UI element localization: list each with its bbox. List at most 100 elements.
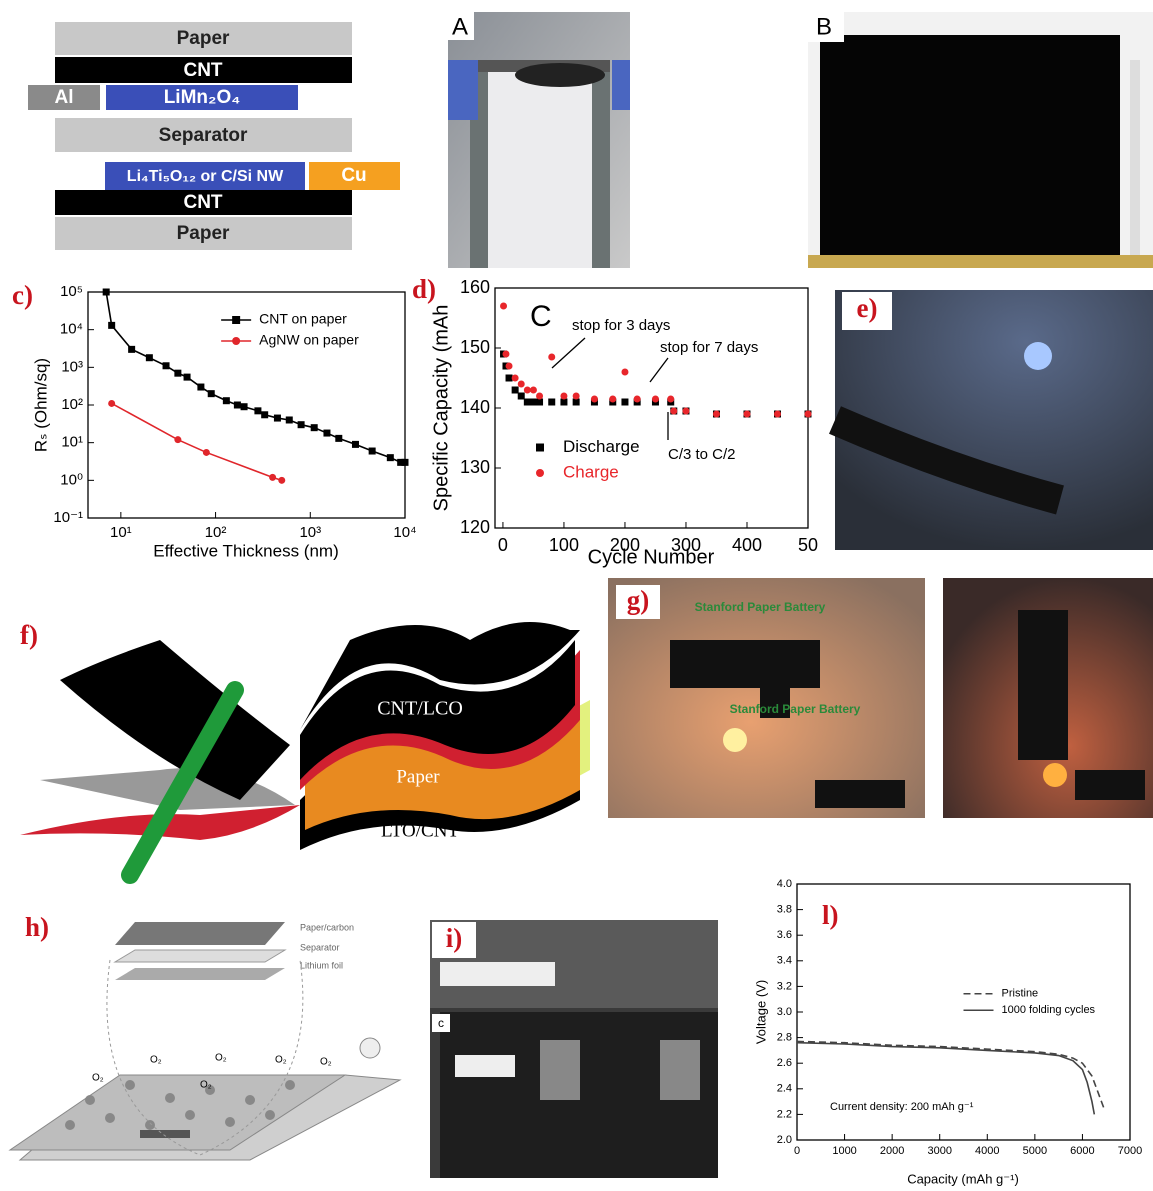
legend-label: 1000 folding cycles [1002, 1004, 1096, 1016]
layer [28, 85, 100, 110]
y-tick-label: 140 [460, 397, 490, 417]
y-tick-label: 10⁵ [60, 283, 83, 300]
marker [310, 424, 318, 432]
marker [609, 395, 617, 403]
layer [106, 85, 298, 110]
x-axis-label: Cycle Number [588, 546, 715, 568]
annotation: C/3 to C/2 [668, 446, 736, 463]
marker [743, 410, 751, 418]
marker [261, 411, 269, 419]
layer-label: LiMn₂O₄ [164, 87, 241, 108]
photo-label: c [438, 1016, 444, 1030]
y-tick-label: 10⁴ [60, 321, 83, 338]
y-tick-label: 4.0 [777, 878, 792, 890]
marker [183, 373, 191, 381]
x-tick-label: 5000 [1023, 1145, 1047, 1157]
marker [560, 392, 568, 400]
annotation-arrow [649, 357, 669, 383]
layer-label: Paper [396, 766, 440, 787]
photo-label: B [816, 13, 832, 40]
layer [55, 217, 352, 250]
layer-label: CNT [183, 60, 222, 81]
marker [682, 407, 690, 415]
marker [548, 398, 556, 406]
layer-label: Lithium foil [300, 960, 343, 970]
marker [285, 416, 293, 424]
panel-label: g) [627, 585, 650, 615]
layer-label: CNT [183, 192, 222, 213]
y-tick-label: 2.6 [777, 1057, 792, 1069]
gas-label: O₂ [200, 1080, 212, 1091]
y-tick-label: 10⁰ [60, 471, 83, 488]
layer-label: Paper [177, 28, 230, 49]
panel-label: h) [25, 912, 49, 942]
marker [572, 398, 580, 406]
marker [278, 476, 286, 484]
layer-label: Paper [177, 223, 230, 244]
marker [297, 421, 305, 429]
y-axis-label: Specific Capacity (mAh [430, 305, 452, 512]
marker [621, 398, 629, 406]
x-tick-label: 10⁴ [393, 524, 416, 541]
marker [773, 410, 781, 418]
marker [517, 392, 525, 400]
panel-label: e) [857, 293, 878, 323]
x-tick-label: 2000 [880, 1145, 904, 1157]
series-line [796, 1041, 1096, 1115]
marker [335, 434, 343, 442]
marker [386, 454, 394, 462]
layer-label: Paper/carbon [300, 922, 354, 932]
layer-label: CNT/LCO [377, 698, 463, 720]
x-tick-label: 10¹ [110, 524, 132, 541]
y-tick-label: 120 [460, 517, 490, 537]
plot-area [494, 287, 809, 529]
marker [145, 354, 153, 362]
marker [712, 410, 720, 418]
diagram-f: f) CNT/LCO Paper LTO/CNT [20, 620, 590, 884]
annotation: Current density: 200 mAh g⁻¹ [830, 1101, 974, 1113]
y-tick-label: 2.8 [777, 1032, 792, 1044]
marker [162, 362, 170, 370]
y-axis-label: Rₛ (Ohm/sq) [31, 358, 50, 452]
marker [511, 374, 519, 382]
legend-label: AgNW on paper [259, 332, 359, 348]
x-axis-label: Capacity (mAh g⁻¹) [907, 1171, 1019, 1186]
marker [174, 369, 182, 377]
marker [368, 447, 376, 455]
x-tick-label: 3000 [927, 1145, 951, 1157]
layer [55, 22, 352, 55]
layer [55, 57, 352, 83]
y-tick-label: 150 [460, 337, 490, 357]
marker [500, 302, 508, 310]
layer [55, 118, 352, 152]
marker [548, 353, 556, 361]
marker [536, 398, 544, 406]
legend-label: Charge [563, 462, 619, 481]
x-tick-label: 50 [798, 535, 818, 555]
panel-label: i) [446, 923, 463, 953]
x-tick-label: 4000 [975, 1145, 999, 1157]
layer-label: Cu [341, 165, 366, 186]
photo: B [808, 12, 1153, 268]
panel-label: d) [412, 274, 436, 304]
legend-swatch [536, 469, 544, 477]
x-tick-label: 400 [732, 535, 762, 555]
y-tick-label: 3.8 [777, 904, 792, 916]
layer-label: Separator [159, 125, 248, 146]
y-tick-label: 2.0 [777, 1134, 792, 1146]
marker [505, 362, 513, 370]
marker [273, 414, 281, 422]
legend-label: Pristine [1002, 988, 1039, 1000]
plot-area [796, 883, 1131, 1141]
legend-label: Discharge [563, 437, 640, 456]
x-tick-label: 10² [205, 524, 227, 541]
photo: Stanford Paper Battery Stanford Paper Ba… [608, 578, 1153, 818]
marker [351, 440, 359, 448]
marker [197, 383, 205, 391]
x-tick-label: 0 [498, 535, 508, 555]
marker [572, 392, 580, 400]
x-tick-label: 200 [610, 535, 640, 555]
annotation-arrow [551, 337, 586, 369]
marker [590, 395, 598, 403]
